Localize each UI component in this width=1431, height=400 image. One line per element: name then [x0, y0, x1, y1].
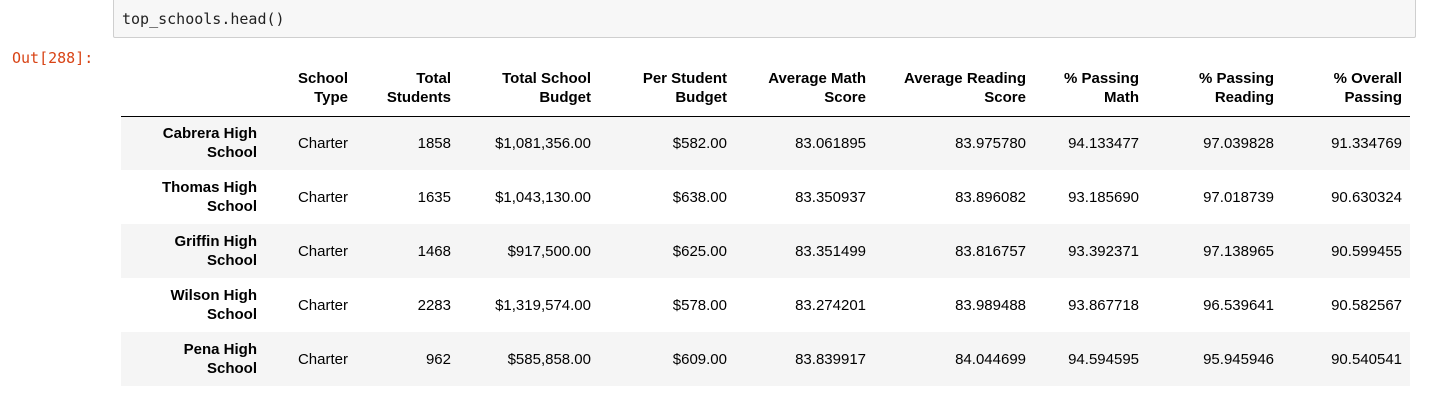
cell-school-type: Charter	[297, 296, 348, 314]
cell-passing-math: 94.133477	[1068, 134, 1139, 152]
cell-school-type: Charter	[297, 350, 348, 368]
cell-school-type: Charter	[297, 188, 348, 206]
cell-total-school-budget: $1,043,130.00	[495, 188, 591, 206]
cell-school-type: Charter	[297, 134, 348, 152]
output-prompt: Out[288]:	[12, 49, 94, 67]
table-row: Wilson High School Charter 2283 $1,319,57…	[121, 278, 1410, 332]
cell-school-type: Charter	[297, 242, 348, 260]
table-row: Thomas High School Charter 1635 $1,043,13…	[121, 170, 1410, 224]
cell-passing-reading: 97.039828	[1203, 134, 1274, 152]
cell-average-math-score: 83.061895	[795, 134, 866, 152]
cell-average-reading-score: 84.044699	[955, 350, 1026, 368]
table-row: Cabrera High School Charter 1858 $1,081,3…	[121, 116, 1410, 170]
cell-total-school-budget: $1,319,574.00	[495, 296, 591, 314]
cell-total-students: 2283	[417, 296, 451, 314]
cell-total-students: 962	[425, 350, 451, 368]
row-index-label: Wilson High School	[170, 287, 257, 323]
cell-overall-passing: 91.334769	[1331, 134, 1402, 152]
row-index-label: Thomas High School	[161, 179, 257, 215]
cell-per-student-budget: $582.00	[672, 134, 727, 152]
cell-average-math-score: 83.274201	[795, 296, 866, 314]
cell-per-student-budget: $609.00	[672, 350, 727, 368]
dataframe-table: School Type Total Students Total School Bud…	[121, 64, 1410, 386]
column-header-school-type: School Type	[265, 64, 356, 117]
column-header-average-math-score: Average Math Score	[735, 64, 874, 117]
cell-total-school-budget: $585,858.00	[507, 350, 591, 368]
cell-total-school-budget: $1,081,356.00	[495, 134, 591, 152]
cell-total-students: 1635	[417, 188, 451, 206]
cell-passing-math: 94.594595	[1068, 350, 1139, 368]
code-text[interactable]: top_schools.head()	[122, 10, 285, 28]
column-header-total-school-budget: Total School Budget	[459, 64, 599, 117]
cell-total-students: 1858	[417, 134, 451, 152]
table-row: Griffin High School Charter 1468 $917,500…	[121, 224, 1410, 278]
table-header-row: School Type Total Students Total School Bud…	[121, 64, 1410, 117]
cell-average-reading-score: 83.896082	[955, 188, 1026, 206]
column-header-passing-math: % Passing Math	[1034, 64, 1147, 117]
cell-overall-passing: 90.582567	[1331, 296, 1402, 314]
row-index-label: Pena High School	[183, 341, 257, 377]
cell-average-math-score: 83.839917	[795, 350, 866, 368]
column-header-passing-reading: % Passing Reading	[1147, 64, 1282, 117]
table-row: Pena High School Charter 962 $585,858.00 …	[121, 332, 1410, 386]
column-header-per-student-budget: Per Student Budget	[599, 64, 735, 117]
cell-per-student-budget: $625.00	[672, 242, 727, 260]
code-input-cell[interactable]: top_schools.head()	[113, 0, 1416, 38]
cell-passing-reading: 96.539641	[1203, 296, 1274, 314]
cell-total-school-budget: $917,500.00	[507, 242, 591, 260]
index-header	[121, 64, 265, 117]
cell-passing-math: 93.185690	[1068, 188, 1139, 206]
cell-passing-math: 93.867718	[1068, 296, 1139, 314]
column-header-overall-passing: % Overall Passing	[1282, 64, 1410, 117]
row-index-label: Griffin High School	[174, 233, 258, 269]
cell-overall-passing: 90.599455	[1331, 242, 1402, 260]
cell-average-reading-score: 83.989488	[955, 296, 1026, 314]
column-header-average-reading-score: Average Reading Score	[874, 64, 1034, 117]
row-index-label: Cabrera High School	[162, 125, 257, 162]
cell-total-students: 1468	[417, 242, 451, 260]
cell-per-student-budget: $578.00	[672, 296, 727, 314]
cell-passing-math: 93.392371	[1068, 242, 1139, 260]
cell-passing-reading: 95.945946	[1203, 350, 1274, 368]
cell-average-math-score: 83.351499	[795, 242, 866, 260]
cell-average-reading-score: 83.975780	[955, 134, 1026, 152]
cell-average-reading-score: 83.816757	[955, 242, 1026, 260]
cell-per-student-budget: $638.00	[672, 188, 727, 206]
cell-passing-reading: 97.018739	[1203, 188, 1274, 206]
column-header-total-students: Total Students	[356, 64, 459, 117]
cell-average-math-score: 83.350937	[795, 188, 866, 206]
cell-overall-passing: 90.540541	[1331, 350, 1402, 368]
cell-overall-passing: 90.630324	[1331, 188, 1402, 206]
cell-passing-reading: 97.138965	[1203, 242, 1274, 260]
